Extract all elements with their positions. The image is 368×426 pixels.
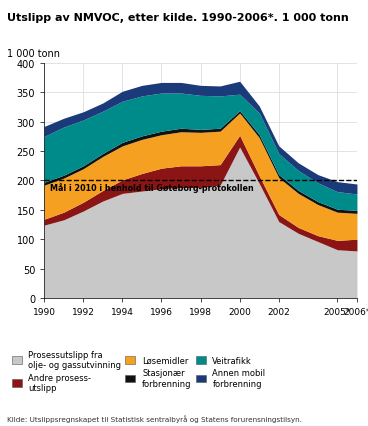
Text: Kilde: Utslippsregnskapet til Statistisk sentralbyrå og Statens forurensningstil: Kilde: Utslippsregnskapet til Statistisk… [7, 414, 302, 422]
Text: 1 000 tonn: 1 000 tonn [7, 49, 60, 59]
Legend: Prosessutslipp fra
olje- og gassutvinning, Andre prosess-
utslipp, Løsemidler, S: Prosessutslipp fra olje- og gassutvinnin… [11, 350, 265, 392]
Text: Utslipp av NMVOC, etter kilde. 1990-2006*. 1 000 tonn: Utslipp av NMVOC, etter kilde. 1990-2006… [7, 13, 349, 23]
Text: Mål i 2010 i henhold til Gøteborg-protokollen: Mål i 2010 i henhold til Gøteborg-protok… [50, 183, 254, 193]
